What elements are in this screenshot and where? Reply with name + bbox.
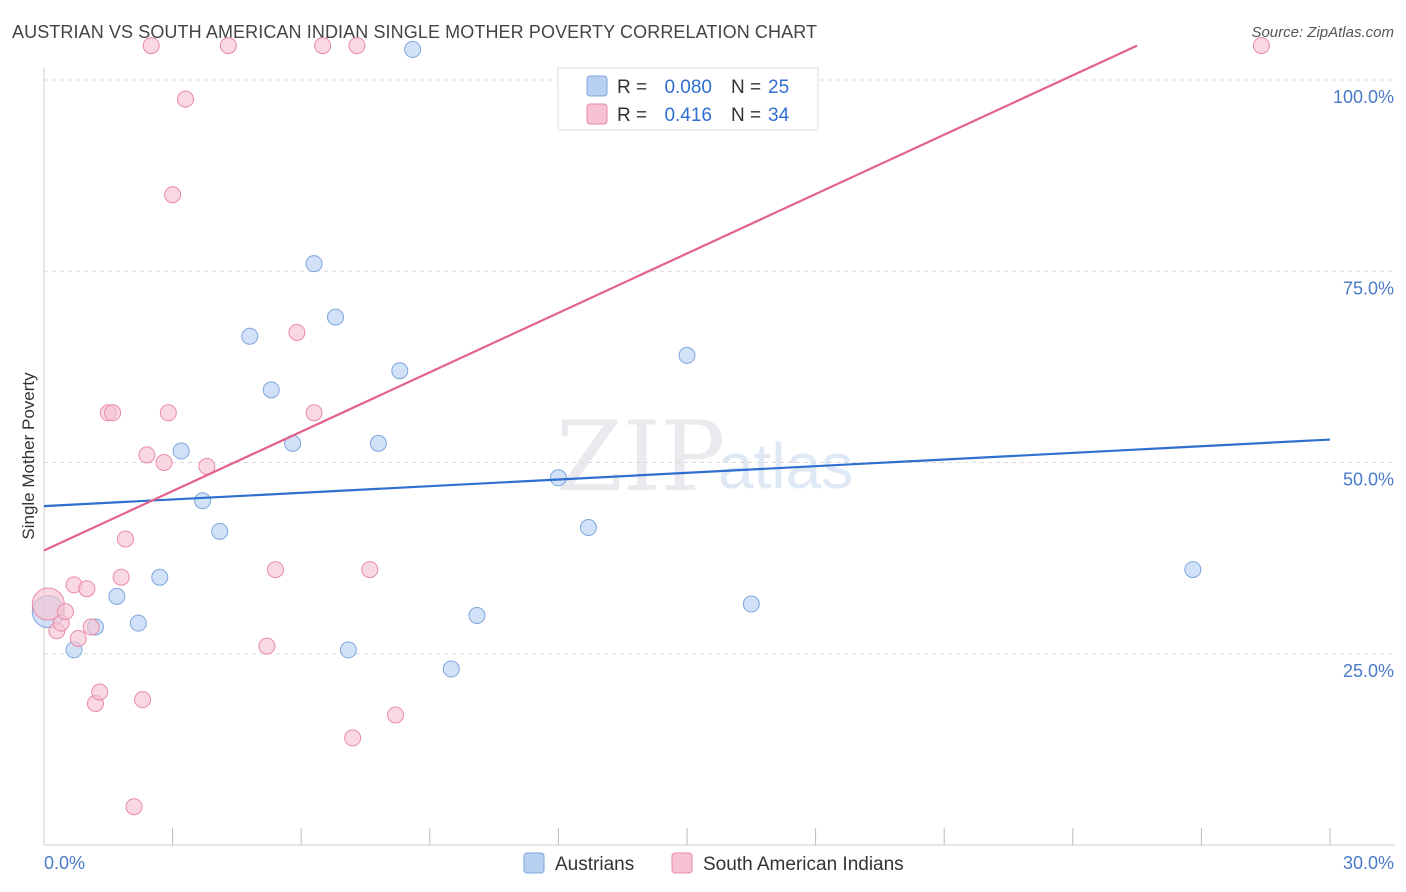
axes <box>43 68 1395 846</box>
data-point <box>159 404 177 422</box>
data-point <box>172 442 190 460</box>
data-point <box>104 404 122 422</box>
y-tick-label: 100.0% <box>1333 87 1394 107</box>
data-point <box>116 530 134 548</box>
legend-r-value: 0.416 <box>664 105 712 126</box>
legend-n-label: N = <box>731 105 761 126</box>
legend-r-value: 0.080 <box>664 77 712 98</box>
legend-swatch-austrians <box>586 75 608 97</box>
data-point <box>56 603 74 621</box>
watermark-zip: ZIP <box>556 401 725 513</box>
data-point <box>339 641 357 659</box>
x-tick-label: 0.0% <box>44 853 85 873</box>
chart-title: AUSTRIAN VS SOUTH AMERICAN INDIAN SINGLE… <box>12 22 818 42</box>
data-point <box>369 434 387 452</box>
data-point <box>742 595 760 613</box>
data-point <box>138 446 156 464</box>
data-point <box>112 568 130 586</box>
data-point <box>348 37 366 55</box>
data-point <box>82 618 100 636</box>
data-point <box>164 186 182 204</box>
legend-r-label: R = <box>617 105 647 126</box>
data-point <box>361 561 379 579</box>
data-point <box>344 729 362 747</box>
legend-n-label: N = <box>731 77 761 98</box>
data-point <box>134 691 152 709</box>
data-point <box>258 637 276 655</box>
legend-n-value: 25 <box>768 77 789 98</box>
data-point <box>305 404 323 422</box>
data-point <box>404 40 422 58</box>
data-point <box>194 492 212 510</box>
y-tick-labels: 25.0% 50.0% 75.0% 100.0% <box>1333 87 1394 681</box>
data-point <box>391 362 409 380</box>
series-legend-south-american-indians: South American Indians <box>703 854 904 875</box>
y-tick-label: 25.0% <box>1343 661 1394 681</box>
legend-swatch-south-american-indians <box>586 103 608 125</box>
x-tick-label: 30.0% <box>1343 853 1394 873</box>
series-legend-swatch-austrians <box>523 852 545 874</box>
data-point <box>266 561 284 579</box>
trend-line <box>43 438 1331 508</box>
x-tick-labels: 0.0% 30.0% <box>44 853 1394 873</box>
series-legend-swatch-south-american-indians <box>671 852 693 874</box>
data-point <box>305 255 323 273</box>
data-point <box>262 381 280 399</box>
y-tick-label: 50.0% <box>1343 470 1394 490</box>
legend-n-value: 34 <box>768 105 790 126</box>
data-point <box>78 580 96 598</box>
data-point <box>129 614 147 632</box>
data-point <box>1252 37 1270 55</box>
data-point <box>91 683 109 701</box>
data-point <box>69 629 87 647</box>
data-point <box>288 323 306 341</box>
data-point <box>549 469 567 487</box>
watermark: ZIP atlas <box>556 401 853 513</box>
trend-line <box>43 44 1138 552</box>
series-legend: Austrians South American Indians <box>523 852 904 875</box>
y-axis-title: Single Mother Poverty <box>19 372 38 540</box>
data-point <box>579 519 597 537</box>
data-point <box>387 706 405 724</box>
data-point <box>108 587 126 605</box>
data-point <box>142 37 160 55</box>
data-point <box>241 327 259 345</box>
series-legend-austrians: Austrians <box>555 854 634 875</box>
chart-source: Source: ZipAtlas.com <box>1251 24 1394 41</box>
data-point <box>468 607 486 624</box>
data-point <box>678 346 696 364</box>
y-tick-label: 75.0% <box>1343 278 1394 298</box>
trend-lines <box>43 44 1331 552</box>
data-point <box>326 308 344 326</box>
data-point <box>314 37 332 55</box>
data-point <box>1184 561 1202 579</box>
data-point <box>155 454 173 471</box>
legend-r-label: R = <box>617 77 647 98</box>
data-point <box>211 522 229 540</box>
data-point <box>151 568 169 586</box>
data-point <box>176 90 194 108</box>
data-point <box>125 798 143 816</box>
data-point <box>219 37 237 55</box>
stats-legend: R = 0.080 N = 25 R = 0.416 N = 34 <box>557 67 819 131</box>
data-point <box>442 660 460 678</box>
series-south-american-indians-points <box>31 37 1270 816</box>
series-austrians-points <box>31 40 1202 678</box>
